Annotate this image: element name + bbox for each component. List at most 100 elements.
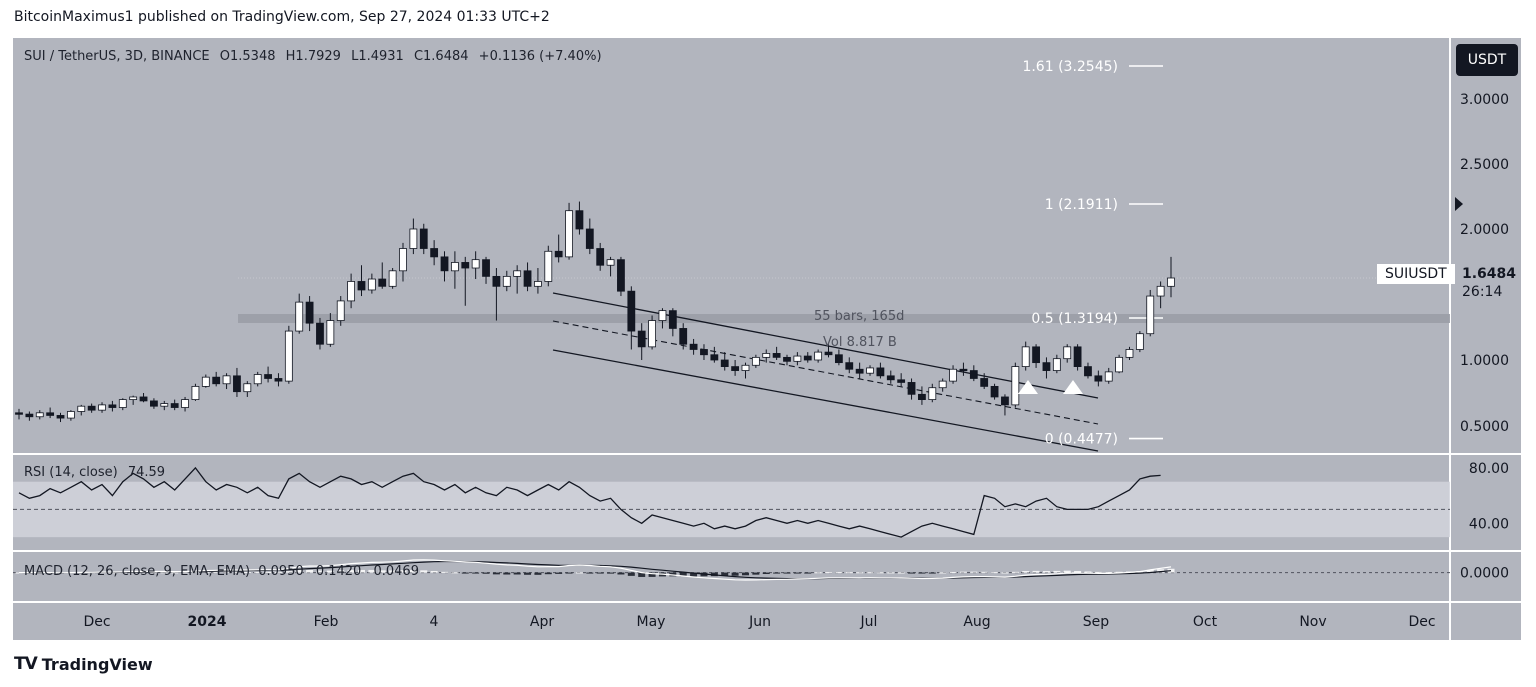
symbol-legend: SUI / TetherUS, 3D, BINANCE O1.5348 H1.7…	[24, 49, 602, 64]
macd-histogram-bar	[876, 572, 884, 574]
macd-histogram-bar	[160, 572, 168, 574]
macd-histogram-bar	[1053, 570, 1061, 573]
tradingview-logo[interactable]: TV TradingView	[14, 654, 153, 674]
candle	[606, 256, 615, 277]
time-axis-label: Oct	[1193, 614, 1218, 630]
macd-histogram-bar	[357, 569, 365, 573]
macd-histogram-bar	[1084, 571, 1092, 573]
macd-histogram-bar	[243, 571, 251, 573]
macd-histogram-bar	[897, 572, 905, 574]
candle	[1084, 362, 1092, 379]
candle	[834, 349, 843, 366]
time-axis-label: Dec	[1408, 614, 1435, 630]
candle	[139, 393, 148, 403]
candle-body-up	[1146, 295, 1155, 335]
rsi-value: 74.59	[127, 465, 166, 480]
candle	[274, 373, 283, 387]
candle	[1146, 289, 1155, 337]
candle	[419, 223, 428, 255]
macd-histogram-bar	[1074, 570, 1082, 573]
candle	[876, 362, 885, 379]
candle-body-down	[918, 393, 926, 401]
candle-body-up	[450, 262, 459, 272]
candle	[980, 373, 989, 390]
chart-frame[interactable]: 1.61 (3.2545) 1 (2.1911) 0.5 (1.3194) 0 (0.…	[13, 38, 1521, 640]
last-price-box: 1.6484 26:14	[1459, 264, 1520, 302]
candle-body-down	[720, 359, 729, 367]
candle-body-down	[430, 248, 439, 258]
candle-body-up	[129, 396, 138, 400]
candle-body-down	[689, 343, 698, 350]
candle	[440, 251, 449, 282]
candle-body-down	[772, 353, 781, 358]
candle-body-down	[700, 349, 708, 356]
support-zone	[238, 314, 1450, 323]
price-axis-column	[1450, 38, 1521, 640]
candle-body-down	[575, 210, 584, 230]
candle	[751, 354, 760, 368]
macd-value-2: 0.1420	[315, 564, 362, 579]
candle-body-up	[658, 310, 667, 321]
macd-histogram-bar	[492, 572, 500, 575]
price-axis-label: 2.0000	[1460, 222, 1509, 238]
candle	[1063, 344, 1072, 363]
high-value: 1.7929	[295, 49, 341, 64]
chart-canvas[interactable]: 1.61 (3.2545) 1 (2.1911) 0.5 (1.3194) 0 (0.…	[13, 38, 1521, 640]
macd-histogram-bar	[679, 572, 687, 577]
fib-level-label: 1.61 (3.2545)	[1022, 59, 1118, 75]
candle-body-down	[492, 275, 501, 287]
candle-body-up	[1125, 349, 1134, 358]
candle	[118, 398, 127, 411]
macd-histogram-bar	[773, 572, 781, 574]
candle	[565, 202, 573, 260]
macd-histogram-bar	[690, 572, 698, 577]
candle-body-down	[357, 281, 366, 291]
candle	[191, 383, 200, 401]
macd-histogram-bar	[171, 572, 179, 574]
candle	[617, 256, 625, 297]
candle-body-down	[523, 270, 532, 287]
candle	[1094, 370, 1103, 387]
channel-lower-line	[552, 349, 1099, 452]
candle-body-up	[648, 320, 656, 348]
candle	[855, 362, 864, 379]
candle	[554, 234, 563, 263]
candle	[160, 400, 169, 411]
candle-body-up	[1167, 277, 1175, 287]
macd-histogram-bar	[1146, 569, 1154, 573]
macd-histogram-bar	[741, 572, 749, 576]
candle-body-down	[897, 379, 906, 383]
macd-histogram-bar	[825, 572, 833, 574]
candle-body-up	[1156, 285, 1165, 297]
candle	[15, 408, 23, 420]
retest-arrow-icon	[1063, 380, 1083, 394]
macd-histogram-bar	[970, 571, 978, 573]
candle	[233, 367, 241, 397]
candle-body-down	[461, 262, 470, 269]
macd-histogram-bar	[337, 570, 345, 573]
candle	[668, 308, 677, 337]
candle-body-up	[160, 403, 169, 407]
candle	[284, 325, 293, 384]
candle-body-down	[139, 396, 148, 402]
candle-body-down	[783, 356, 791, 362]
candle-body-up	[181, 399, 189, 408]
candle	[741, 362, 750, 379]
currency-button[interactable]: USDT	[1456, 44, 1518, 76]
macd-histogram-bar	[607, 572, 615, 574]
macd-histogram-bar	[1001, 572, 1009, 574]
macd-histogram-bar	[441, 571, 449, 573]
macd-histogram-bar	[295, 570, 303, 573]
candle-body-up	[534, 281, 542, 287]
macd-label: MACD (12, 26, close, 9, EMA, EMA)	[24, 564, 251, 579]
candle	[845, 357, 854, 374]
open-label: O	[219, 49, 230, 64]
time-axis-label: Nov	[1299, 614, 1326, 630]
candle	[637, 323, 646, 360]
macd-histogram-bar	[783, 572, 791, 574]
macd-value-1: 0.0950	[258, 564, 304, 579]
macd-histogram-bar	[627, 572, 635, 576]
candle	[295, 293, 304, 334]
candle-body-down	[990, 385, 999, 398]
candle-body-down	[554, 250, 563, 258]
